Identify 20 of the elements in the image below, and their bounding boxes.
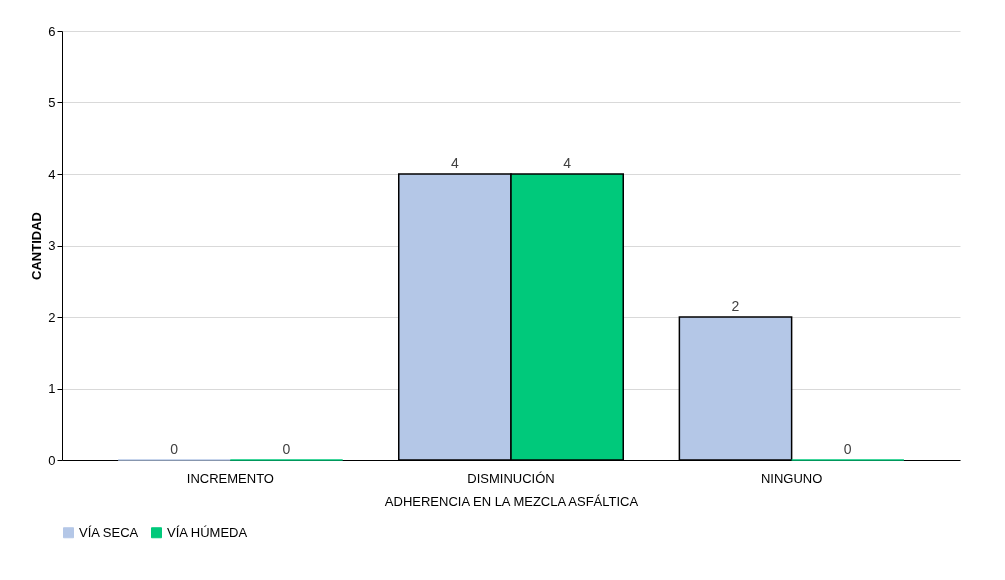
legend-label: VÍA SECA [79, 524, 139, 540]
y-tick-label: 2 [48, 309, 56, 325]
data-label: 0 [170, 441, 179, 457]
data-label: 4 [450, 155, 459, 171]
x-tick-label: INCREMENTO [186, 470, 274, 486]
x-axis-title: ADHERENCIA EN LA MEZCLA ASFÁLTICA [384, 493, 639, 509]
x-tick-label: NINGUNO [760, 470, 823, 486]
data-label: 2 [731, 298, 740, 314]
legend-label: VÍA HÚMEDA [167, 524, 248, 540]
y-tick-label: 3 [48, 238, 56, 253]
data-label: 4 [563, 155, 572, 171]
x-tick-label: DISMINUCIÓN [467, 470, 555, 486]
data-label: 0 [282, 441, 291, 457]
y-tick-label: 5 [48, 95, 56, 110]
y-tick-label: 1 [48, 381, 56, 396]
y-tick-label: 6 [48, 23, 56, 39]
y-tick-label: 0 [48, 452, 56, 468]
y-tick-label: 4 [48, 166, 56, 182]
y-axis-title: CANTIDAD [29, 212, 45, 280]
data-label: 0 [843, 441, 852, 457]
